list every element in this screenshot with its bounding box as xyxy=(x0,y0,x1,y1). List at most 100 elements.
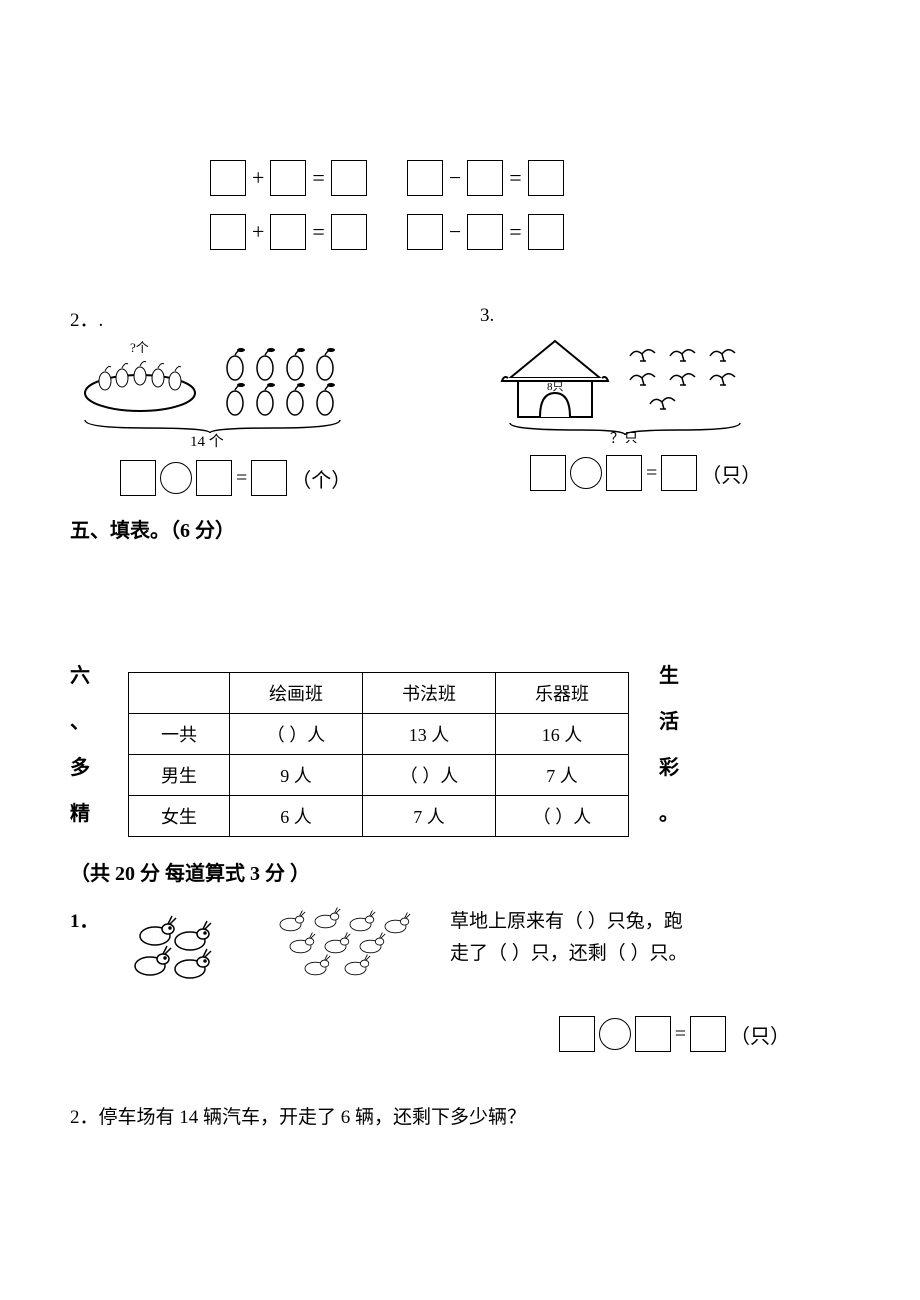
equation-2a: + = xyxy=(210,214,367,250)
table-cell: 一共 xyxy=(129,714,230,755)
table-cell[interactable]: （ ）人 xyxy=(496,796,629,837)
text-line: 生 活 xyxy=(629,653,687,745)
blank-box[interactable] xyxy=(196,460,232,496)
table-cell: 16 人 xyxy=(496,714,629,755)
operator-minus: − xyxy=(449,219,461,245)
blank-box[interactable] xyxy=(528,214,564,250)
text-line: 六 、 xyxy=(70,653,128,745)
rabbits-right-icon xyxy=(270,906,430,986)
question-1-equation: = （只） xyxy=(70,1016,790,1052)
problem-3-number: 3. xyxy=(480,305,850,327)
unit-label: （只） xyxy=(701,459,761,488)
section-6-left-text: 六 、 多 精 xyxy=(70,653,128,837)
problem-2-equation: = （个） xyxy=(120,460,440,496)
blank-box[interactable] xyxy=(210,160,246,196)
equation-group: + = − = + = − = xyxy=(210,160,850,250)
unit-label: （个） xyxy=(291,464,351,493)
problem-2-figure: ?个 xyxy=(70,338,440,448)
problem-3-equation: = （只） xyxy=(530,455,850,491)
equation-1b: − = xyxy=(407,160,564,196)
operator-circle[interactable] xyxy=(599,1018,631,1050)
birds-icon xyxy=(630,350,735,409)
equation-2b: − = xyxy=(407,214,564,250)
blank-box[interactable] xyxy=(407,160,443,196)
blank-box[interactable] xyxy=(120,460,156,496)
equals-sign: = xyxy=(509,219,521,245)
question-2-text: 2．停车场有 14 辆汽车，开走了 6 辆，还剩下多少辆？ xyxy=(70,1107,526,1128)
table-row: 女生 6 人 7 人 （ ）人 xyxy=(129,796,629,837)
problem-3: 3. 8只 xyxy=(480,305,850,496)
table-cell: 13 人 xyxy=(363,714,496,755)
blank-box[interactable] xyxy=(635,1016,671,1052)
equation-row-2: + = − = xyxy=(210,214,850,250)
blank-box[interactable] xyxy=(467,214,503,250)
equals-sign: = xyxy=(675,1023,686,1046)
table-cell: 男生 xyxy=(129,755,230,796)
blank-box[interactable] xyxy=(251,460,287,496)
section-6-subtitle: （共 20 分 每道算式 3 分 ） xyxy=(70,857,850,886)
table-row: 男生 9 人 （ ）人 7 人 xyxy=(129,755,629,796)
text-line: 多 精 xyxy=(70,745,128,837)
table-cell[interactable]: （ ）人 xyxy=(363,755,496,796)
table-cell: 绘画班 xyxy=(230,673,363,714)
table-cell[interactable]: （ ）人 xyxy=(230,714,363,755)
table-cell: 6 人 xyxy=(230,796,363,837)
blank-box[interactable] xyxy=(270,214,306,250)
equals-sign: = xyxy=(312,165,324,191)
text-line: 走了（ ）只，还剩（ ）只。 xyxy=(450,938,850,970)
blank-box[interactable] xyxy=(606,455,642,491)
pears-on-plate xyxy=(99,362,181,391)
blank-box[interactable] xyxy=(331,160,367,196)
equals-sign: = xyxy=(312,219,324,245)
question-2: 2．停车场有 14 辆汽车，开走了 6 辆，还剩下多少辆？ xyxy=(70,1102,850,1129)
equation-1a: + = xyxy=(210,160,367,196)
question-1-figures xyxy=(120,906,430,986)
problem-2: 2．. ?个 xyxy=(70,305,440,496)
blank-box[interactable] xyxy=(690,1016,726,1052)
equals-sign: = xyxy=(236,467,247,490)
rabbits-left-icon xyxy=(120,906,240,986)
table-cell: 7 人 xyxy=(363,796,496,837)
table-cell: 乐器班 xyxy=(496,673,629,714)
blank-box[interactable] xyxy=(331,214,367,250)
class-table: 绘画班 书法班 乐器班 一共 （ ）人 13 人 16 人 男生 9 人 （ ）… xyxy=(128,672,629,837)
section-5-title: 五、填表。（6 分） xyxy=(70,514,850,543)
unknown-label: ?个 xyxy=(130,340,149,355)
house-count: 8只 xyxy=(547,381,564,393)
table-header-row: 绘画班 书法班 乐器班 xyxy=(129,673,629,714)
equals-sign: = xyxy=(646,462,657,485)
equals-sign: = xyxy=(509,165,521,191)
table-cell: 7 人 xyxy=(496,755,629,796)
problems-row: 2．. ?个 xyxy=(70,305,850,496)
blank-box[interactable] xyxy=(467,160,503,196)
text-line: 彩 。 xyxy=(629,745,687,837)
total-label: 14 个 xyxy=(190,433,224,448)
blank-box[interactable] xyxy=(661,455,697,491)
blank-box[interactable] xyxy=(407,214,443,250)
operator-minus: − xyxy=(449,165,461,191)
problem-3-figure: 8只 ？只 xyxy=(480,333,850,443)
blank-box[interactable] xyxy=(530,455,566,491)
question-1-number: 1． xyxy=(70,906,100,986)
operator-plus: + xyxy=(252,165,264,191)
blank-box[interactable] xyxy=(210,214,246,250)
operator-circle[interactable] xyxy=(570,457,602,489)
blank-box[interactable] xyxy=(528,160,564,196)
blank-box[interactable] xyxy=(270,160,306,196)
problem-2-number: 2．. xyxy=(70,305,440,332)
unknown-total: ？只 xyxy=(610,432,638,443)
pears-outside xyxy=(227,348,335,415)
section-6-right-text: 生 活 彩 。 xyxy=(629,653,687,837)
operator-circle[interactable] xyxy=(160,462,192,494)
section-6-row: 六 、 多 精 绘画班 书法班 乐器班 一共 （ ）人 13 人 16 人 男生… xyxy=(70,653,850,837)
equation-row-1: + = − = xyxy=(210,160,850,196)
question-1: 1． 草地上原来有（ ）只兔，跑 xyxy=(70,906,850,986)
table-cell: 9 人 xyxy=(230,755,363,796)
question-1-text: 草地上原来有（ ）只兔，跑 走了（ ）只，还剩（ ）只。 xyxy=(450,906,850,986)
unit-label: （只） xyxy=(730,1020,790,1049)
operator-plus: + xyxy=(252,219,264,245)
table-cell: 书法班 xyxy=(363,673,496,714)
blank-box[interactable] xyxy=(559,1016,595,1052)
text-line: 草地上原来有（ ）只兔，跑 xyxy=(450,906,850,938)
table-cell xyxy=(129,673,230,714)
